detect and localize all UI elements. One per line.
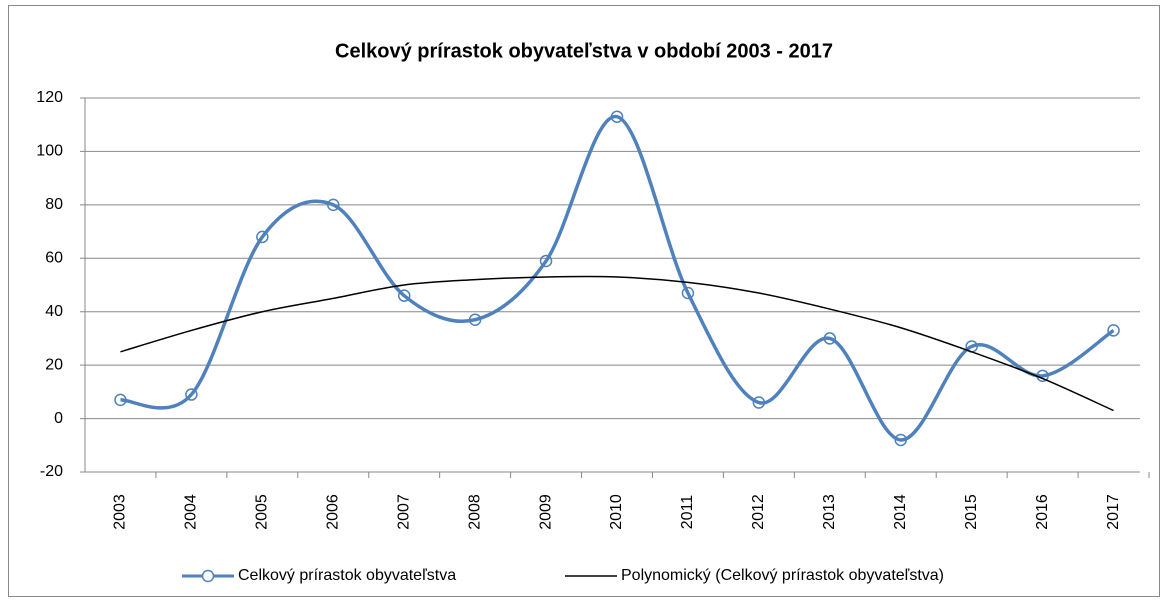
legend-label: Polynomický (Celkový prírastok obyvateľs… bbox=[621, 567, 944, 584]
x-tick-label: 2007 bbox=[395, 494, 412, 530]
x-tick-label: 2010 bbox=[608, 494, 625, 530]
y-tick-label: 20 bbox=[45, 356, 63, 373]
marker bbox=[752, 396, 766, 409]
x-tick-label: 2012 bbox=[750, 494, 767, 530]
x-tick-label: 2006 bbox=[324, 494, 341, 530]
y-tick-label: 0 bbox=[54, 410, 63, 427]
x-tick-label: 2009 bbox=[537, 494, 554, 530]
series-line bbox=[120, 275, 1114, 412]
legend-marker bbox=[201, 569, 215, 583]
chart-title: Celkový prírastok obyvateľstva v období … bbox=[335, 40, 833, 62]
chart-border bbox=[8, 5, 1160, 597]
y-tick-label: 80 bbox=[45, 196, 63, 213]
marker bbox=[468, 313, 482, 326]
y-tick-label: 60 bbox=[45, 250, 63, 267]
marker bbox=[894, 433, 907, 447]
x-tick-label: 2008 bbox=[466, 494, 483, 530]
x-tick-label: 2005 bbox=[254, 494, 271, 530]
x-tick-label: 2011 bbox=[679, 495, 696, 530]
y-tick-label: 100 bbox=[36, 143, 63, 160]
x-tick-label: 2016 bbox=[1034, 494, 1051, 530]
x-tick-label: 2017 bbox=[1105, 494, 1122, 530]
x-tick-label: 2003 bbox=[112, 494, 129, 530]
marker bbox=[681, 286, 695, 300]
series-line bbox=[120, 114, 1115, 442]
marker bbox=[327, 198, 340, 212]
y-tick-label: 40 bbox=[45, 303, 63, 320]
y-tick-label: -20 bbox=[40, 463, 63, 480]
marker bbox=[1107, 324, 1120, 337]
y-tick-label: 120 bbox=[36, 89, 63, 106]
marker bbox=[610, 110, 624, 123]
x-tick-label: 2013 bbox=[821, 494, 838, 530]
marker bbox=[114, 393, 127, 407]
marker bbox=[256, 230, 269, 244]
x-tick-label: 2004 bbox=[183, 494, 200, 530]
legend-label: Celkový prírastok obyvateľstva bbox=[238, 567, 456, 584]
marker bbox=[823, 332, 837, 345]
marker bbox=[185, 388, 198, 401]
x-tick-label: 2015 bbox=[963, 494, 980, 530]
marker bbox=[539, 254, 553, 268]
marker bbox=[397, 289, 411, 302]
x-tick-label: 2014 bbox=[892, 494, 909, 530]
